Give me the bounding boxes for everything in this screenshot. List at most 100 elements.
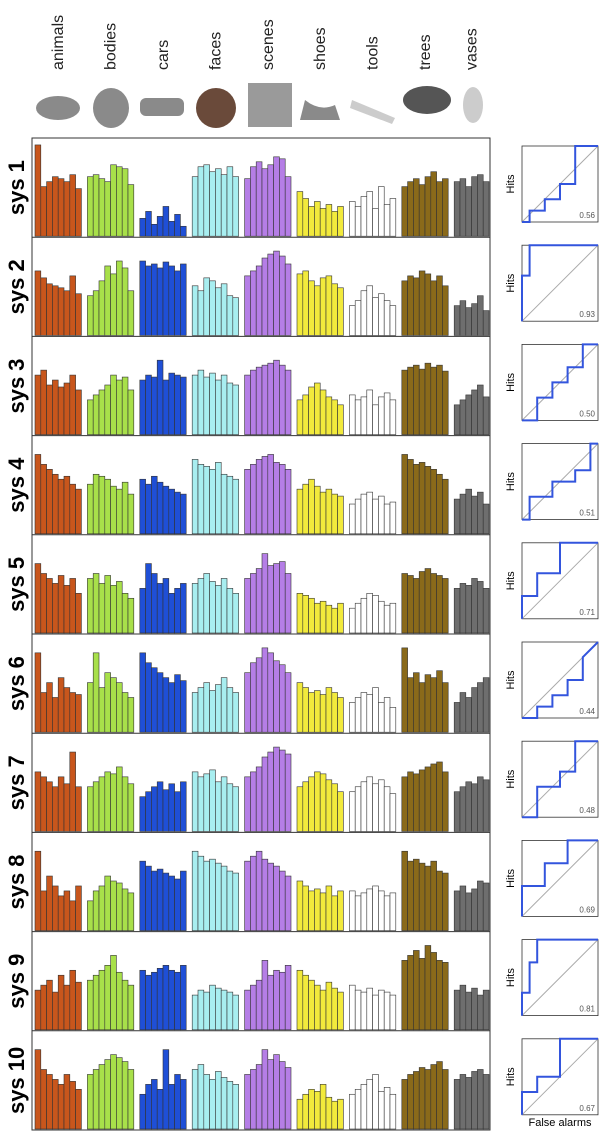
bar bbox=[92, 473, 100, 535]
bar bbox=[121, 979, 129, 1031]
bar bbox=[244, 1074, 251, 1130]
bar bbox=[465, 1077, 472, 1130]
category-label: cars bbox=[155, 40, 172, 70]
row-label: sys 7 bbox=[4, 755, 29, 810]
bar bbox=[104, 875, 111, 931]
bar bbox=[360, 396, 368, 435]
bar bbox=[174, 674, 181, 733]
bar bbox=[139, 796, 146, 832]
bar bbox=[459, 885, 467, 931]
bar bbox=[482, 588, 490, 634]
bar bbox=[331, 692, 338, 733]
bar bbox=[378, 989, 385, 1031]
bar bbox=[145, 865, 152, 931]
bar bbox=[87, 682, 94, 733]
bar bbox=[383, 604, 391, 634]
bar bbox=[220, 1077, 228, 1130]
bar bbox=[279, 1061, 286, 1130]
bar bbox=[116, 971, 123, 1031]
bar bbox=[284, 369, 292, 435]
bar bbox=[442, 962, 449, 1031]
bar bbox=[302, 198, 309, 237]
bar bbox=[69, 900, 76, 931]
bar bbox=[203, 1074, 210, 1130]
bar bbox=[168, 969, 175, 1031]
bar bbox=[139, 260, 146, 336]
bar bbox=[284, 1067, 292, 1130]
bar bbox=[331, 987, 338, 1031]
bar bbox=[197, 855, 205, 931]
bar bbox=[209, 280, 216, 336]
bar bbox=[436, 275, 443, 336]
bar bbox=[46, 181, 53, 237]
bar bbox=[220, 989, 228, 1031]
bar bbox=[197, 369, 205, 435]
bar bbox=[104, 478, 111, 535]
bar bbox=[92, 890, 100, 931]
bar bbox=[63, 382, 71, 435]
bar bbox=[46, 682, 53, 733]
bar bbox=[296, 191, 304, 237]
bar bbox=[273, 359, 280, 435]
bar bbox=[63, 890, 71, 931]
bar bbox=[209, 984, 216, 1031]
bar bbox=[389, 501, 397, 535]
bar bbox=[477, 581, 484, 634]
bar bbox=[203, 991, 210, 1031]
bar bbox=[250, 771, 257, 832]
bar bbox=[296, 786, 304, 832]
bar bbox=[34, 850, 42, 931]
bar bbox=[197, 776, 205, 832]
bar bbox=[52, 885, 59, 931]
bar bbox=[220, 174, 228, 237]
bar bbox=[337, 991, 344, 1031]
bar bbox=[349, 394, 356, 435]
bar bbox=[372, 783, 379, 832]
bar bbox=[110, 880, 117, 931]
bar bbox=[197, 578, 205, 634]
bar bbox=[250, 1069, 257, 1130]
bar bbox=[197, 464, 205, 535]
bar bbox=[40, 692, 47, 733]
bar bbox=[482, 310, 490, 336]
row-label: sys 3 bbox=[4, 358, 29, 413]
bar bbox=[215, 862, 222, 931]
bar bbox=[151, 223, 158, 237]
bar bbox=[92, 1069, 100, 1130]
bar bbox=[407, 1074, 414, 1130]
bar bbox=[151, 263, 158, 336]
roc-curve bbox=[522, 641, 599, 719]
bar bbox=[314, 285, 321, 336]
bar bbox=[40, 1069, 47, 1130]
bar bbox=[424, 273, 432, 336]
bar bbox=[360, 493, 368, 535]
bar bbox=[180, 1079, 187, 1130]
bar bbox=[57, 386, 65, 435]
bar bbox=[465, 781, 472, 832]
bar bbox=[360, 196, 368, 237]
bar bbox=[302, 687, 309, 733]
bar bbox=[331, 399, 338, 435]
bar bbox=[465, 585, 472, 634]
bar bbox=[378, 495, 385, 535]
bar bbox=[471, 783, 478, 832]
bar bbox=[308, 692, 315, 733]
bar bbox=[383, 697, 391, 733]
bar bbox=[215, 287, 222, 336]
bar bbox=[389, 793, 397, 832]
roc-y-label: Hits bbox=[505, 769, 517, 788]
bar bbox=[121, 593, 129, 634]
bar bbox=[284, 573, 292, 634]
bar bbox=[69, 374, 76, 435]
row-label: sys 2 bbox=[4, 259, 29, 314]
bar bbox=[319, 600, 327, 634]
bar bbox=[360, 597, 368, 634]
bar bbox=[203, 682, 210, 733]
bar bbox=[296, 969, 304, 1031]
bar bbox=[349, 607, 356, 634]
bar bbox=[92, 573, 100, 634]
bar bbox=[407, 860, 414, 931]
row-label: sys 8 bbox=[4, 854, 29, 909]
bar bbox=[191, 1069, 199, 1130]
